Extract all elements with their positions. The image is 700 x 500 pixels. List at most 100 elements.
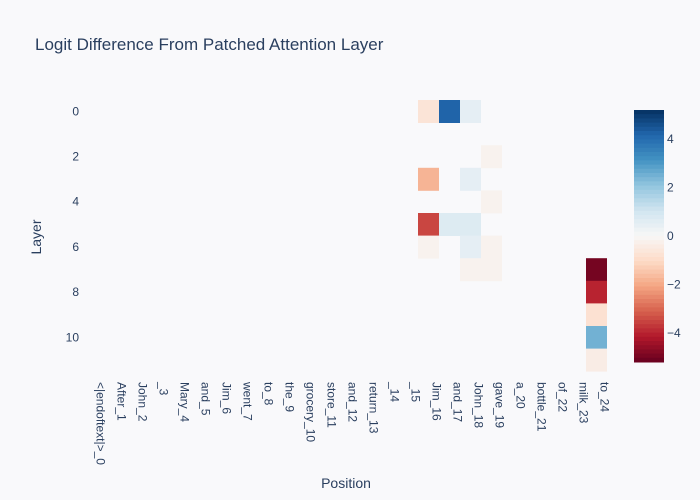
x-tick-label: _14 [388, 381, 402, 402]
x-tick-label: grocery_10 [304, 382, 318, 442]
heatmap-cell [460, 167, 481, 191]
colorbar-tick-label: −4 [667, 326, 681, 340]
heatmap-cell [460, 258, 481, 282]
colorbar-band [634, 131, 664, 136]
colorbar-band [634, 236, 664, 241]
colorbar-band [634, 185, 664, 191]
colorbar-band [634, 353, 664, 359]
colorbar: 4 2 0 −2 −4 [634, 110, 681, 363]
colorbar-band [634, 114, 664, 119]
colorbar-band [634, 194, 664, 199]
colorbar-band [634, 328, 664, 334]
colorbar-band [634, 164, 664, 170]
colorbar-band [634, 282, 664, 287]
y-axis-ticks: 0 2 4 6 8 10 [66, 104, 80, 344]
heatmap-cell [481, 258, 502, 282]
colorbar-band [634, 341, 664, 346]
colorbar-tick-label: 2 [667, 181, 674, 195]
colorbar-band [634, 307, 664, 313]
x-tick-label: <|endoftext|>_0 [94, 382, 108, 465]
colorbar-band [634, 206, 664, 212]
colorbar-band [634, 286, 664, 292]
colorbar-band [634, 345, 664, 350]
x-tick-label: John_18 [472, 382, 486, 428]
colorbar-band [634, 324, 664, 329]
colorbar-band [634, 135, 664, 140]
heatmap-cell [460, 100, 481, 123]
colorbar-tick-label: −2 [667, 277, 681, 291]
x-tick-label: of_22 [556, 382, 570, 412]
colorbar-tick-label: 0 [667, 229, 674, 243]
colorbar-tick-label: 4 [667, 132, 674, 146]
colorbar-band [634, 315, 664, 321]
x-tick-label: a_20 [514, 382, 528, 409]
colorbar-band [634, 210, 664, 216]
heatmap-cells [418, 100, 607, 372]
x-tick-label: to_8 [262, 382, 276, 406]
colorbar-band [634, 223, 664, 229]
colorbar-band [634, 202, 664, 208]
colorbar-band [634, 110, 664, 115]
heatmap-cell [586, 348, 607, 372]
colorbar-band [634, 357, 664, 363]
colorbar-band [634, 299, 664, 304]
colorbar-band [634, 152, 664, 157]
colorbar-band [634, 181, 664, 187]
colorbar-band [634, 349, 664, 355]
colorbar-band [634, 290, 664, 296]
colorbar-band [634, 244, 664, 250]
colorbar-band [634, 198, 664, 203]
heatmap-cell [418, 213, 439, 236]
heatmap-cell [481, 190, 502, 214]
x-tick-label: bottle_21 [535, 382, 549, 432]
colorbar-band [634, 265, 664, 271]
heatmap-cell [586, 326, 607, 349]
colorbar-band [634, 231, 664, 237]
colorbar-band [634, 240, 664, 245]
x-tick-label: the_9 [283, 382, 297, 412]
x-tick-label: After_1 [115, 382, 129, 421]
colorbar-band [634, 215, 664, 220]
colorbar-band [634, 126, 664, 132]
heatmap-cell [418, 167, 439, 191]
colorbar-band [634, 294, 664, 300]
heatmap-cell [418, 235, 439, 259]
heatmap-cell [586, 303, 607, 327]
x-axis-ticks: <|endoftext|>_0 After_1 John_2 _3 Mary_4 and_… [94, 381, 612, 465]
heatmap-cell [586, 280, 607, 304]
x-tick-label: Jim_6 [220, 382, 234, 414]
colorbar-band [634, 261, 664, 266]
y-axis-title: Layer [28, 219, 44, 254]
colorbar-band [634, 147, 664, 153]
heatmap-cell [481, 235, 502, 259]
colorbar-band [634, 320, 664, 325]
y-tick-label: 6 [72, 240, 79, 254]
colorbar-band [634, 173, 664, 178]
colorbar-band [634, 278, 664, 283]
x-tick-label: return_13 [367, 382, 381, 434]
colorbar-band [634, 303, 664, 308]
colorbar-band [634, 273, 664, 279]
colorbar-band [634, 252, 664, 258]
y-tick-label: 10 [66, 330, 80, 344]
x-tick-label: _15 [409, 381, 423, 402]
colorbar-band [634, 311, 664, 317]
colorbar-band [634, 139, 664, 145]
y-tick-label: 4 [72, 195, 79, 209]
y-tick-label: 2 [72, 150, 79, 164]
colorbar-band [634, 248, 664, 254]
heatmap-cell [460, 213, 481, 236]
heatmap-cell [439, 213, 460, 236]
x-tick-label: John_2 [136, 382, 150, 422]
colorbar-band [634, 118, 664, 124]
colorbar-band [634, 160, 664, 166]
heatmap-cell [481, 145, 502, 169]
x-tick-label: gave_19 [493, 382, 507, 428]
colorbar-band [634, 227, 664, 233]
heatmap-cell [460, 235, 481, 259]
x-tick-label: store_11 [325, 382, 339, 428]
x-tick-label: milk_23 [577, 382, 591, 424]
colorbar-band [634, 269, 664, 275]
x-axis-title: Position [321, 475, 371, 491]
colorbar-band [634, 189, 664, 195]
